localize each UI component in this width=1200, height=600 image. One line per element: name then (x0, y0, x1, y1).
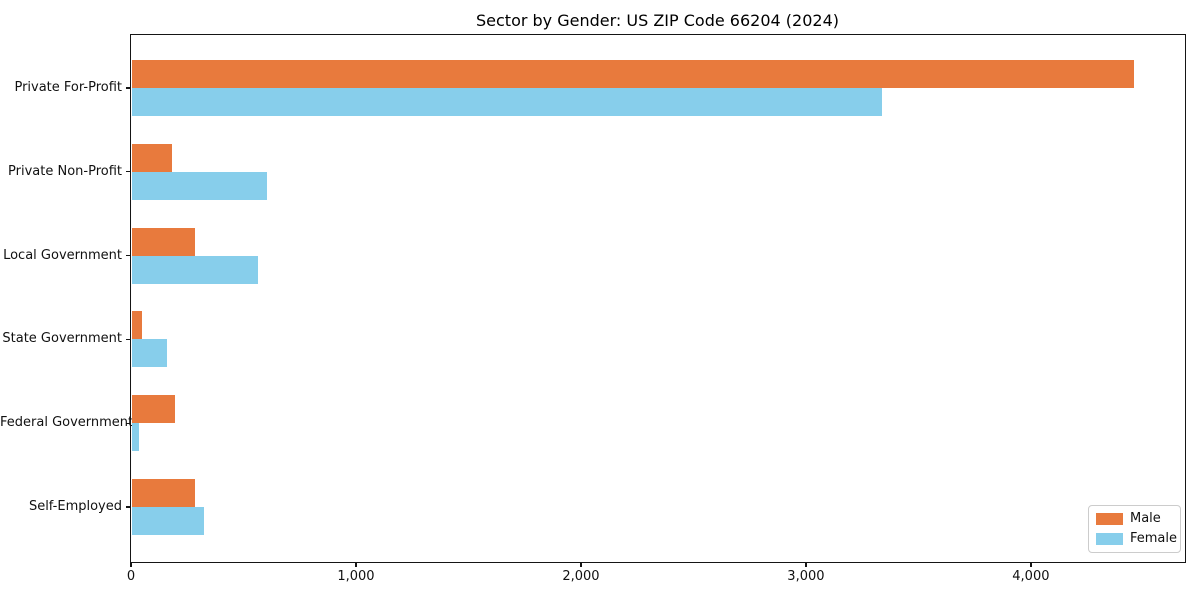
x-tick-4000 (1030, 563, 1032, 567)
bar-female-private-non-profit (132, 171, 267, 200)
legend: Male Female (1088, 505, 1181, 553)
y-tick-local-government (126, 254, 131, 257)
y-axis-label-self-employed: Self-Employed (28, 499, 122, 514)
x-tick-0 (130, 563, 132, 567)
legend-item-female: Female (1096, 532, 1177, 546)
bar-female-self-employed (132, 507, 205, 535)
y-axis-label-state-government: State Government (2, 331, 122, 347)
bar-female-local-government (132, 255, 259, 284)
y-axis-label-local-government: Local Government (3, 247, 122, 263)
x-tick-1000 (355, 563, 357, 567)
y-axis-label-private-non-profit: Private Non-Profit (8, 163, 122, 179)
y-axis-label-federal-government: Federal Government (0, 415, 134, 431)
bar-male-state-government (132, 311, 143, 340)
legend-label-female: Female (1130, 531, 1178, 546)
bar-male-self-employed (132, 479, 196, 507)
bar-male-private-for-profit (132, 60, 1135, 88)
plot-area (130, 34, 1186, 563)
y-tick-private-non-profit (126, 171, 131, 173)
y-tick-federal-government (126, 422, 131, 424)
x-tick-label-2000: 2,000 (562, 569, 600, 584)
bar-female-federal-government (132, 423, 140, 452)
x-tick-2000 (580, 563, 582, 567)
bar-male-federal-government (132, 395, 176, 424)
x-tick-label-4000: 4,000 (1012, 569, 1050, 584)
y-axis-label-private-for-profit: Private For-Profit (14, 80, 122, 95)
bar-female-private-for-profit (132, 88, 883, 116)
bar-male-local-government (132, 227, 196, 256)
female-color-swatch (1096, 533, 1123, 545)
legend-label-male: Male (1130, 511, 1161, 526)
bar-male-private-non-profit (132, 143, 172, 172)
x-tick-label-1000: 1,000 (337, 569, 375, 584)
legend-item-male: Male (1096, 512, 1172, 526)
x-tick-label-0: 0 (126, 569, 136, 584)
y-tick-private-for-profit (126, 87, 131, 89)
y-tick-self-employed (126, 506, 131, 508)
male-color-swatch (1096, 513, 1123, 525)
x-tick-3000 (805, 563, 807, 567)
chart-title: Sector by Gender: US ZIP Code 66204 (202… (476, 11, 839, 30)
x-tick-label-3000: 3,000 (787, 569, 825, 584)
y-tick-state-government (126, 338, 131, 341)
bar-female-state-government (132, 339, 167, 368)
